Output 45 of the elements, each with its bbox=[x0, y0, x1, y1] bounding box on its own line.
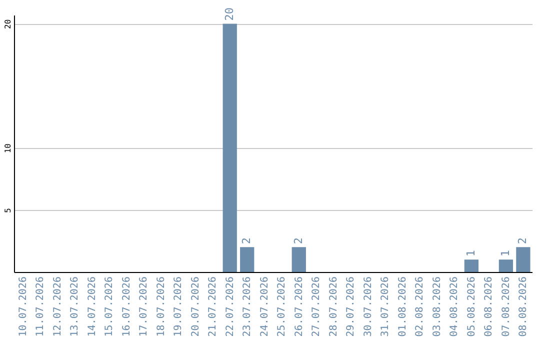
bar bbox=[240, 247, 254, 272]
x-tick-label: 23.07.2026 bbox=[242, 276, 254, 337]
y-tick-label: 10 bbox=[4, 143, 12, 154]
x-tick-label: 03.08.2026 bbox=[432, 276, 443, 337]
data-label: 1 bbox=[498, 250, 512, 257]
bar bbox=[222, 24, 237, 272]
bar bbox=[498, 260, 514, 272]
data-label: 1 bbox=[464, 250, 478, 257]
y-tick-label: 5 bbox=[4, 208, 12, 213]
x-tick-label: 07.08.2026 bbox=[500, 276, 512, 337]
x-tick-label: 28.07.2026 bbox=[328, 276, 340, 337]
x-tick-label: 24.07.2026 bbox=[259, 276, 270, 337]
x-tick-label: 15.07.2026 bbox=[104, 276, 116, 337]
x-tick-label: 02.08.2026 bbox=[414, 276, 426, 337]
x-tick-label: 21.07.2026 bbox=[208, 276, 219, 337]
data-label: 2 bbox=[292, 238, 305, 244]
bar bbox=[464, 260, 479, 272]
x-tick-label: 10.07.2026 bbox=[18, 276, 29, 337]
x-tick-label: 26.07.2026 bbox=[294, 276, 305, 337]
x-tick-label: 29.07.2026 bbox=[346, 276, 357, 337]
x-tick-label: 13.07.2026 bbox=[70, 276, 81, 337]
bar bbox=[292, 247, 306, 272]
x-tick-label: 17.07.2026 bbox=[138, 276, 150, 337]
x-tick-label: 01.08.2026 bbox=[397, 276, 408, 337]
x-tick-label: 25.07.2026 bbox=[276, 276, 288, 337]
x-tick-label: 12.07.2026 bbox=[52, 276, 64, 337]
x-tick-label: 04.08.2026 bbox=[449, 276, 460, 337]
x-tick-label: 08.08.2026 bbox=[518, 276, 530, 337]
data-label: 2 bbox=[516, 238, 530, 244]
data-label: 2 bbox=[240, 238, 254, 244]
x-tick-label: 16.07.2026 bbox=[121, 276, 132, 337]
y-tick-label: 20 bbox=[4, 19, 12, 30]
x-tick-label: 20.07.2026 bbox=[190, 276, 202, 337]
x-tick-label: 22.07.2026 bbox=[224, 276, 236, 337]
x-tick-label: 31.07.2026 bbox=[380, 276, 392, 337]
x-tick-label: 18.07.2026 bbox=[156, 276, 167, 337]
x-tick-label: 05.08.2026 bbox=[466, 276, 478, 337]
x-tick-label: 19.07.2026 bbox=[173, 276, 184, 337]
x-tick-label: 30.07.2026 bbox=[362, 276, 374, 337]
x-tick-label: 27.07.2026 bbox=[311, 276, 322, 337]
x-tick-label: 11.07.2026 bbox=[35, 276, 46, 337]
bar bbox=[516, 247, 530, 272]
data-label: 20 bbox=[222, 7, 236, 21]
x-tick-label: 14.07.2026 bbox=[86, 276, 98, 337]
x-tick-label: 06.08.2026 bbox=[484, 276, 495, 337]
